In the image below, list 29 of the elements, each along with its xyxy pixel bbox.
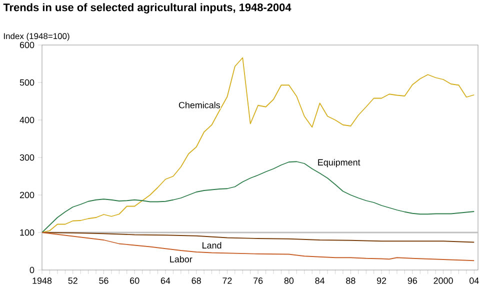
y-tick-label: 0	[30, 266, 34, 274]
x-tick-label: 84	[315, 278, 325, 284]
x-tick-label: 96	[408, 278, 418, 284]
x-tick-label: 52	[68, 278, 78, 284]
y-tick-label: 600	[20, 42, 34, 48]
x-tick-label: 2000	[434, 278, 453, 284]
y-tick-label: 300	[20, 154, 34, 161]
x-tick-label: 80	[284, 278, 294, 284]
x-tick-label: 72	[222, 278, 232, 284]
series-label: Chemicals	[178, 102, 220, 108]
y-tick-label: 100	[20, 229, 34, 236]
y-tick-label: 400	[20, 116, 34, 124]
x-tick-label: 76	[254, 278, 263, 284]
y-axis-title: Index (1948=100)	[4, 32, 70, 41]
x-tick-label: 88	[346, 278, 356, 284]
x-tick-label: 56	[99, 278, 108, 284]
series-label: Land	[202, 242, 222, 249]
x-tick-label: 60	[130, 278, 140, 284]
x-tick-label: 64	[160, 278, 170, 284]
x-tick-label: 1948	[32, 278, 52, 284]
series-label: Equipment	[318, 158, 360, 168]
line-series	[42, 57, 475, 233]
series-label: Labor	[170, 256, 192, 262]
x-tick-label: 68	[192, 278, 201, 284]
y-tick-label: 200	[20, 192, 34, 198]
x-tick-label: 04	[470, 278, 479, 284]
chart-title: Trends in use of selected agricultural inputs, 1948-2004	[3, 3, 292, 14]
x-tick-label: 92	[376, 278, 386, 284]
y-tick-label: 500	[20, 79, 34, 86]
